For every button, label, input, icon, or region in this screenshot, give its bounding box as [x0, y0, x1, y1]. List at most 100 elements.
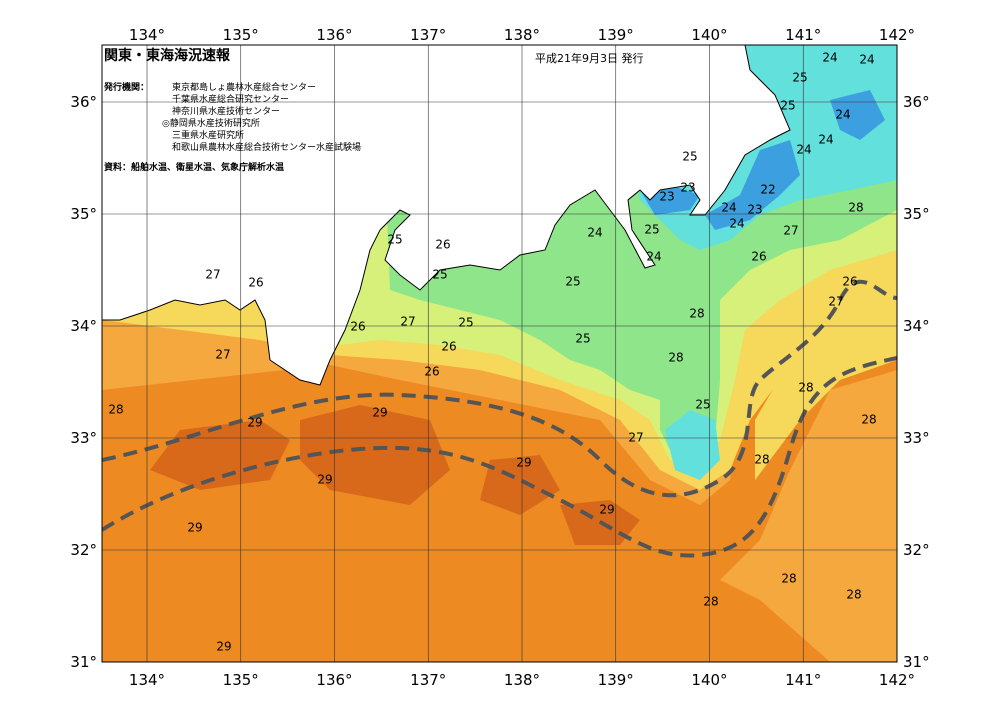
longitude-label-bottom: 136° [316, 671, 352, 689]
sea-23 [640, 90, 885, 230]
issuer: 神奈川県水産技術センター [172, 105, 280, 117]
contour-label: 24 [587, 226, 602, 240]
contour-label: 29 [317, 473, 332, 487]
contour-label: 28 [668, 351, 683, 365]
issuers-label: 発行機関： [103, 81, 149, 93]
contour-label: 26 [424, 365, 439, 379]
contour-label: 26 [751, 250, 766, 264]
contour-label: 24 [729, 217, 744, 231]
latitude-label-left: 32° [70, 541, 97, 559]
land [102, 45, 791, 386]
issuer: 三重県水産研究所 [172, 129, 244, 141]
longitude-label-top: 135° [223, 26, 259, 44]
contour-label: 27 [783, 224, 798, 238]
contour-label: 26 [842, 275, 857, 289]
latitude-label-right: 35° [903, 205, 930, 223]
longitude-label-bottom: 140° [691, 671, 727, 689]
contour-label: 25 [387, 233, 402, 247]
graticule [102, 45, 897, 662]
contour-label: 28 [848, 201, 863, 215]
longitude-label-top: 137° [410, 26, 446, 44]
contour-label: 29 [216, 640, 231, 654]
contour-label: 28 [846, 588, 861, 602]
contour-label: 29 [187, 521, 202, 535]
contour-label: 25 [682, 150, 697, 164]
contour-label: 23 [747, 203, 762, 217]
contour-label: 29 [599, 503, 614, 517]
contour-label: 27 [628, 431, 643, 445]
sea-28-east [720, 370, 897, 662]
contour-label: 24 [796, 143, 811, 157]
axis-labels: 134° 134° 135° 135° 136° 136° 137° 137° 138° 138°… [70, 26, 929, 689]
latitude-label-right: 31° [903, 653, 930, 671]
contour-label: 25 [695, 398, 710, 412]
contour-label: 25 [565, 275, 580, 289]
contour-label: 24 [835, 108, 850, 122]
contour-label: 24 [822, 51, 837, 65]
source: 資料：船舶水温、衛星水温、気象庁解析水温 [104, 161, 284, 173]
contour-label: 28 [689, 307, 704, 321]
longitude-label-bottom: 141° [785, 671, 821, 689]
contour-label: 24 [646, 250, 661, 264]
latitude-label-left: 33° [70, 429, 97, 447]
sea-27-east [755, 300, 897, 480]
contour-label: 23 [680, 181, 695, 195]
latitude-label-left: 31° [70, 653, 97, 671]
longitude-label-top: 139° [598, 26, 634, 44]
contour-label: 26 [435, 238, 450, 252]
contour-label: 25 [575, 332, 590, 346]
contour-label: 25 [458, 316, 473, 330]
contour-label: 29 [372, 406, 387, 420]
longitude-label-bottom: 134° [129, 671, 165, 689]
contour-label: 27 [205, 268, 220, 282]
contour-label: 29 [516, 456, 531, 470]
contour-label: 25 [792, 71, 807, 85]
longitude-label-bottom: 135° [223, 671, 259, 689]
latitude-label-left: 35° [70, 205, 97, 223]
issuer: 千葉県水産総合研究センター [172, 93, 289, 105]
latitude-label-right: 32° [903, 541, 930, 559]
contour-label: 24 [721, 201, 736, 215]
map-frame [101, 44, 898, 663]
longitude-label-bottom: 137° [410, 671, 446, 689]
contour-label: 23 [659, 190, 674, 204]
contour-label: 28 [754, 453, 769, 467]
contour-label: 27 [828, 295, 843, 309]
map-area [102, 45, 897, 662]
contour-label: 24 [818, 133, 833, 147]
issuers: 東京都島しょ農林水産総合センター千葉県水産総合研究センター神奈川県水産技術センタ… [162, 81, 361, 153]
longitude-label-top: 140° [691, 26, 727, 44]
contour-label: 28 [703, 595, 718, 609]
contour-label: 22 [760, 183, 775, 197]
contour-label: 29 [247, 416, 262, 430]
issuer: ◎静岡県水産技術研究所 [162, 117, 260, 129]
issuer: 和歌山県農林水産総合技術センター水産試験場 [172, 141, 361, 153]
contour-label: 25 [644, 223, 659, 237]
contour-label: 27 [400, 315, 415, 329]
issuer: 東京都島しょ農林水産総合センター [172, 81, 316, 93]
longitude-label-bottom: 142° [879, 671, 915, 689]
contour-label: 28 [108, 403, 123, 417]
issue-date: 平成21年9月3日 発行 [535, 51, 644, 65]
latitude-label-right: 34° [903, 317, 930, 335]
contour-label: 26 [350, 320, 365, 334]
latitude-label-left: 34° [70, 317, 97, 335]
latitude-label-right: 36° [903, 93, 930, 111]
longitude-label-top: 141° [785, 26, 821, 44]
longitude-label-bottom: 138° [504, 671, 540, 689]
warm-patches [150, 405, 640, 545]
longitude-label-top: 136° [316, 26, 352, 44]
contour-label: 25 [780, 99, 795, 113]
longitude-label-bottom: 139° [598, 671, 634, 689]
contour-label: 28 [861, 413, 876, 427]
longitude-label-top: 138° [504, 26, 540, 44]
contour-label: 25 [432, 268, 447, 282]
kuroshio-axis [102, 279, 897, 558]
contour-label: 26 [441, 340, 456, 354]
latitude-label-left: 36° [70, 93, 97, 111]
contour-label: 28 [798, 381, 813, 395]
title: 関東・東海海況速報 [104, 47, 231, 64]
sea-24-south [665, 410, 720, 480]
